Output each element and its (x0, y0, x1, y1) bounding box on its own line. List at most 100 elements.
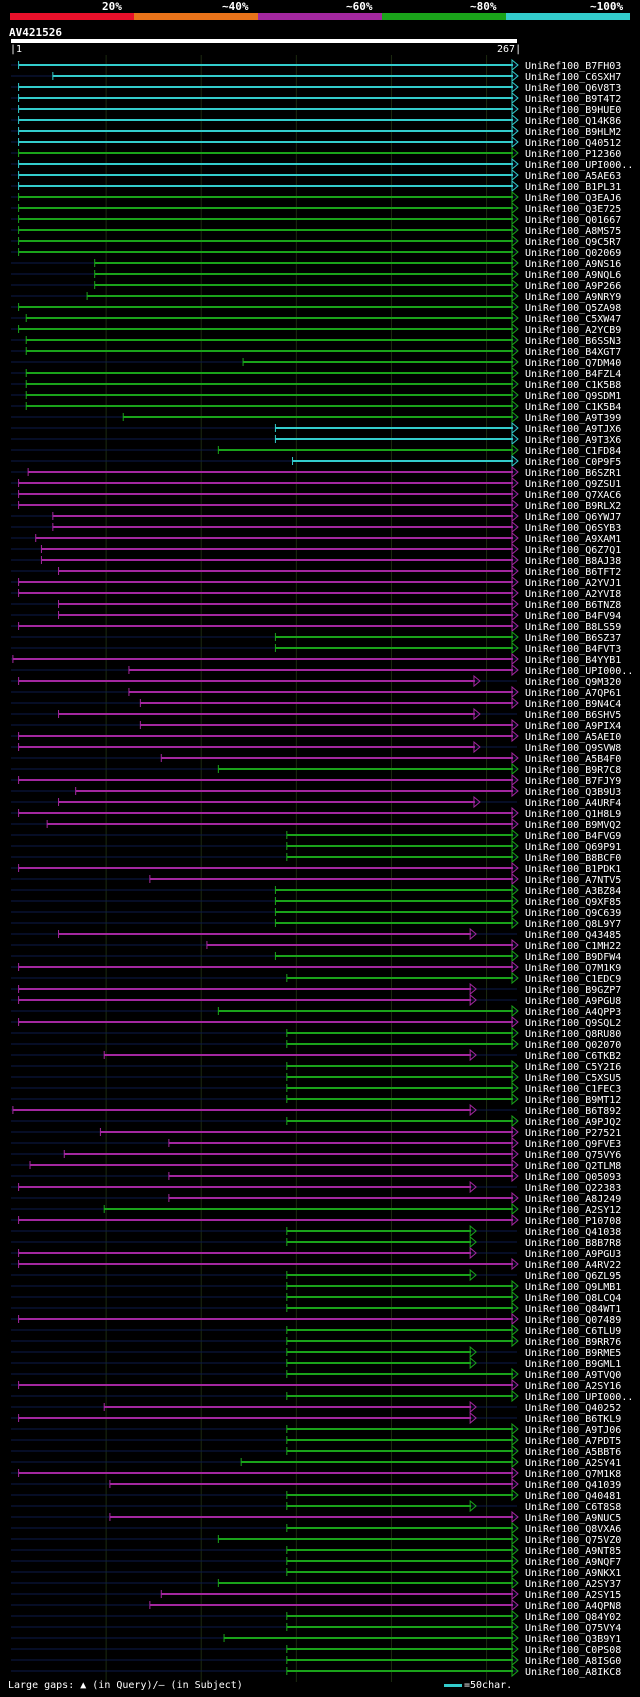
hit-label[interactable]: UniRef100_B8B7R8 (525, 1238, 621, 1249)
hit-label[interactable]: UniRef100_Q40481 (525, 1491, 621, 1502)
hit-row[interactable]: UniRef100_Q7M1K9 (11, 960, 621, 974)
hit-row[interactable]: UniRef100_Q05093 (11, 1169, 621, 1183)
hit-label[interactable]: UniRef100_Q6V8T3 (525, 83, 621, 94)
hit-label[interactable]: UniRef100_C6TKB2 (525, 1051, 621, 1062)
hit-row[interactable]: UniRef100_A5AEI0 (11, 729, 621, 743)
hit-label[interactable]: UniRef100_A9TVQ0 (525, 1370, 621, 1381)
hit-label[interactable]: UniRef100_C0PS08 (525, 1645, 621, 1656)
hit-row[interactable]: UniRef100_A9PJQ2 (11, 1114, 621, 1128)
hit-row[interactable]: UniRef100_B4FZL4 (11, 366, 621, 380)
hit-label[interactable]: UniRef100_Q3B9Y1 (525, 1634, 621, 1645)
hit-label[interactable]: UniRef100_Q8LCQ4 (525, 1293, 621, 1304)
hit-label[interactable]: UniRef100_C0P9F5 (525, 457, 621, 468)
hit-row[interactable]: UniRef100_A9T399 (11, 410, 621, 424)
hit-row[interactable]: UniRef100_Q84WT1 (11, 1301, 621, 1315)
hit-label[interactable]: UniRef100_B1PL31 (525, 182, 621, 193)
hit-row[interactable]: UniRef100_A9TVQ0 (11, 1367, 621, 1381)
hit-label[interactable]: UniRef100_Q40512 (525, 138, 621, 149)
hit-label[interactable]: UniRef100_B6SZR1 (525, 468, 621, 479)
hit-row[interactable]: UniRef100_Q1H8L9 (11, 806, 621, 820)
hit-row[interactable]: UniRef100_B6TFT2 (11, 564, 621, 578)
hit-label[interactable]: UniRef100_P10708 (525, 1216, 621, 1227)
hit-row[interactable]: UniRef100_A2SY12 (11, 1202, 621, 1216)
hit-label[interactable]: UniRef100_C5XW47 (525, 314, 621, 325)
hit-row[interactable]: UniRef100_B4FVG9 (11, 828, 621, 842)
hit-row[interactable]: UniRef100_C5Y2I6 (11, 1059, 621, 1073)
hit-label[interactable]: UniRef100_A8MS75 (525, 226, 621, 237)
hit-label[interactable]: UniRef100_B4FZL4 (525, 369, 621, 380)
hit-row[interactable]: UniRef100_C6SXH7 (11, 69, 621, 83)
hit-row[interactable]: UniRef100_Q6ZL95 (11, 1268, 621, 1282)
hit-label[interactable]: UniRef100_A5AEI0 (525, 732, 621, 743)
hit-row[interactable]: UniRef100_C6TKB2 (11, 1048, 621, 1062)
hit-row[interactable]: UniRef100_C1FEC3 (11, 1081, 621, 1095)
hit-row[interactable]: UniRef100_B9DFW4 (11, 949, 621, 963)
hit-row[interactable]: UniRef100_B4YYB1 (11, 652, 621, 666)
hit-row[interactable]: UniRef100_A9P266 (11, 278, 621, 292)
hit-row[interactable]: UniRef100_B9HUE0 (11, 102, 621, 116)
hit-row[interactable]: UniRef100_B6SSN3 (11, 333, 621, 347)
hit-label[interactable]: UniRef100_A7NTV5 (525, 875, 621, 886)
hit-row[interactable]: UniRef100_B7FH03 (11, 58, 621, 72)
hit-row[interactable]: UniRef100_C1EDC9 (11, 971, 621, 985)
hit-row[interactable]: UniRef100_B4FVT3 (11, 641, 621, 655)
hit-row[interactable]: UniRef100_C1MH22 (11, 938, 621, 952)
hit-row[interactable]: UniRef100_B4FV94 (11, 608, 621, 622)
hit-row[interactable]: UniRef100_A3BZ84 (11, 883, 621, 897)
hit-label[interactable]: UniRef100_A9T3X6 (525, 435, 621, 446)
hit-label[interactable]: UniRef100_C1FEC3 (525, 1084, 621, 1095)
hit-label[interactable]: UniRef100_A2SY15 (525, 1590, 621, 1601)
hit-label[interactable]: UniRef100_Q9SQL2 (525, 1018, 621, 1029)
hit-label[interactable]: UniRef100_Q6YWJ7 (525, 512, 621, 523)
hit-label[interactable]: UniRef100_B6TKL9 (525, 1414, 621, 1425)
hit-row[interactable]: UniRef100_Q8VXA6 (11, 1521, 621, 1535)
hit-label[interactable]: UniRef100_B9MT12 (525, 1095, 621, 1106)
hit-label[interactable]: UniRef100_P12360 (525, 149, 621, 160)
hit-label[interactable]: UniRef100_A9NQF7 (525, 1557, 621, 1568)
hit-label[interactable]: UniRef100_A9XAM1 (525, 534, 621, 545)
hit-row[interactable]: UniRef100_A2YCB9 (11, 322, 621, 336)
hit-label[interactable]: UniRef100_UPI000.. (525, 160, 633, 171)
hit-row[interactable]: UniRef100_Q75VZ0 (11, 1532, 621, 1546)
hit-row[interactable]: UniRef100_Q01667 (11, 212, 621, 226)
hit-label[interactable]: UniRef100_A4QPP3 (525, 1007, 621, 1018)
hit-row[interactable]: UniRef100_B1PDK1 (11, 861, 621, 875)
hit-label[interactable]: UniRef100_A2SY16 (525, 1381, 621, 1392)
hit-label[interactable]: UniRef100_Q6ZL95 (525, 1271, 621, 1282)
hit-label[interactable]: UniRef100_Q9SDM1 (525, 391, 621, 402)
hit-label[interactable]: UniRef100_A9PIX4 (525, 721, 621, 732)
hit-row[interactable]: UniRef100_C6TLU9 (11, 1323, 621, 1337)
hit-label[interactable]: UniRef100_A8J249 (525, 1194, 621, 1205)
hit-label[interactable]: UniRef100_B7FJY9 (525, 776, 621, 787)
hit-label[interactable]: UniRef100_Q41039 (525, 1480, 621, 1491)
hit-label[interactable]: UniRef100_B6T892 (525, 1106, 621, 1117)
hit-row[interactable]: UniRef100_A4QPN8 (11, 1598, 621, 1612)
hit-row[interactable]: UniRef100_C0P9F5 (11, 454, 621, 468)
hit-label[interactable]: UniRef100_A9NKX1 (525, 1568, 621, 1579)
hit-label[interactable]: UniRef100_A9T399 (525, 413, 621, 424)
hit-row[interactable]: UniRef100_A9NT85 (11, 1543, 621, 1557)
hit-row[interactable]: UniRef100_A9NS16 (11, 256, 621, 270)
hit-row[interactable]: UniRef100_Q3E725 (11, 201, 621, 215)
hit-row[interactable]: UniRef100_Q3EAJ6 (11, 190, 621, 204)
hit-row[interactable]: UniRef100_Q43485 (11, 927, 621, 941)
hit-label[interactable]: UniRef100_Q75VY4 (525, 1623, 621, 1634)
hit-label[interactable]: UniRef100_Q8L9Y7 (525, 919, 621, 930)
hit-label[interactable]: UniRef100_B9MVQ2 (525, 820, 621, 831)
hit-row[interactable]: UniRef100_Q14K86 (11, 113, 621, 127)
hit-row[interactable]: UniRef100_A2SY15 (11, 1587, 621, 1601)
hit-label[interactable]: UniRef100_C1MH22 (525, 941, 621, 952)
hit-label[interactable]: UniRef100_Q8RU80 (525, 1029, 621, 1040)
hit-row[interactable]: UniRef100_Q8LCQ4 (11, 1290, 621, 1304)
hit-row[interactable]: UniRef100_C1FD84 (11, 443, 621, 457)
hit-row[interactable]: UniRef100_B4XGT7 (11, 344, 621, 358)
hit-row[interactable]: UniRef100_A9TJ06 (11, 1422, 621, 1436)
hit-row[interactable]: UniRef100_Q9SDM1 (11, 388, 621, 402)
hit-label[interactable]: UniRef100_C6TLU9 (525, 1326, 621, 1337)
hit-label[interactable]: UniRef100_B9HLM2 (525, 127, 621, 138)
hit-row[interactable]: UniRef100_Q6SYB3 (11, 520, 621, 534)
hit-label[interactable]: UniRef100_B9RR76 (525, 1337, 621, 1348)
hit-label[interactable]: UniRef100_Q9ZSU1 (525, 479, 621, 490)
hit-row[interactable]: UniRef100_A2SY37 (11, 1576, 621, 1590)
hit-label[interactable]: UniRef100_B9T4T2 (525, 94, 621, 105)
